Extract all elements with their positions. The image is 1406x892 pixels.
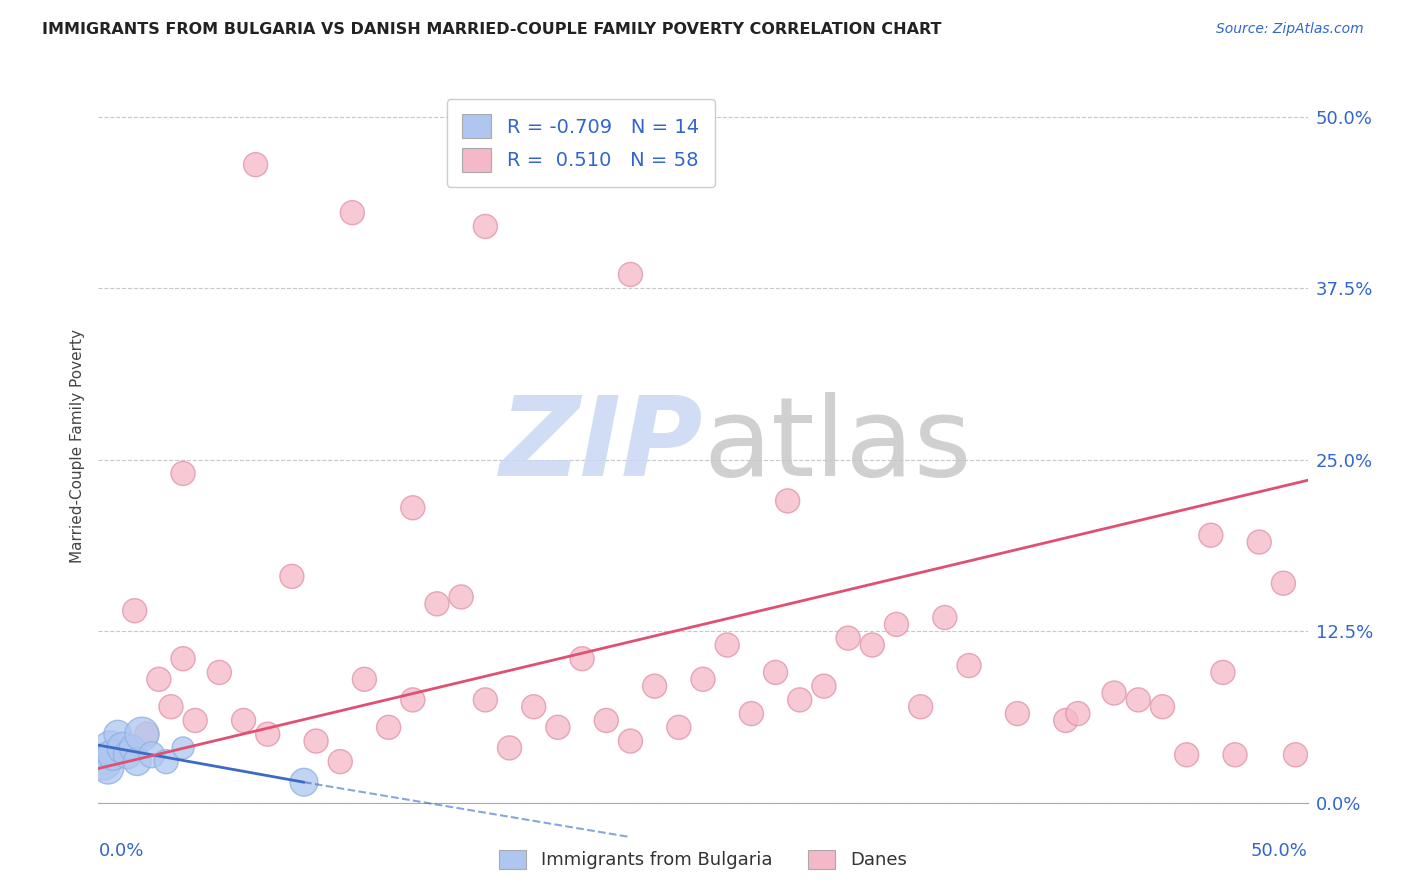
Point <box>1249 535 1271 549</box>
Point <box>1284 747 1306 762</box>
Point <box>1067 706 1090 721</box>
Point <box>124 604 146 618</box>
Point <box>172 651 194 665</box>
Point <box>426 597 449 611</box>
Point <box>107 727 129 741</box>
Point <box>111 740 134 755</box>
Point <box>305 734 328 748</box>
Point <box>232 714 254 728</box>
Point <box>957 658 980 673</box>
Point <box>148 673 170 687</box>
Y-axis label: Married-Couple Family Poverty: Married-Couple Family Poverty <box>69 329 84 563</box>
Point <box>184 714 207 728</box>
Point <box>1199 528 1222 542</box>
Point <box>619 734 641 748</box>
Legend: R = -0.709   N = 14, R =  0.510   N = 58: R = -0.709 N = 14, R = 0.510 N = 58 <box>447 99 714 187</box>
Point <box>813 679 835 693</box>
Point <box>292 775 315 789</box>
Point <box>141 747 163 762</box>
Point <box>1054 714 1077 728</box>
Point <box>692 673 714 687</box>
Point <box>886 617 908 632</box>
Point <box>91 755 114 769</box>
Point <box>1212 665 1234 680</box>
Point <box>837 631 859 645</box>
Point <box>789 693 811 707</box>
Point <box>281 569 304 583</box>
Point <box>1128 693 1150 707</box>
Point <box>342 205 364 219</box>
Point <box>160 699 183 714</box>
Point <box>1007 706 1029 721</box>
Point <box>1223 747 1246 762</box>
Point <box>100 740 122 755</box>
Text: 50.0%: 50.0% <box>1251 842 1308 860</box>
Point <box>172 467 194 481</box>
Point <box>127 755 149 769</box>
Point <box>1102 686 1125 700</box>
Point <box>1272 576 1295 591</box>
Point <box>571 651 593 665</box>
Point <box>1152 699 1174 714</box>
Point <box>716 638 738 652</box>
Point <box>377 720 399 734</box>
Point <box>547 720 569 734</box>
Point <box>155 755 177 769</box>
Point <box>498 740 520 755</box>
Point <box>101 747 124 762</box>
Point <box>765 665 787 680</box>
Point <box>776 494 799 508</box>
Text: IMMIGRANTS FROM BULGARIA VS DANISH MARRIED-COUPLE FAMILY POVERTY CORRELATION CHA: IMMIGRANTS FROM BULGARIA VS DANISH MARRI… <box>42 22 942 37</box>
Point <box>256 727 278 741</box>
Point <box>245 158 267 172</box>
Text: 0.0%: 0.0% <box>98 842 143 860</box>
Point <box>740 706 762 721</box>
Point <box>329 755 352 769</box>
Point <box>619 268 641 282</box>
Point <box>353 673 375 687</box>
Point <box>121 740 143 755</box>
Point <box>474 219 496 234</box>
Point <box>135 727 157 741</box>
Point <box>402 500 425 515</box>
Legend: Immigrants from Bulgaria, Danes: Immigrants from Bulgaria, Danes <box>491 841 915 879</box>
Point <box>1175 747 1198 762</box>
Point <box>474 693 496 707</box>
Point <box>523 699 546 714</box>
Point <box>172 740 194 755</box>
Point <box>644 679 666 693</box>
Point <box>668 720 690 734</box>
Point <box>402 693 425 707</box>
Point <box>208 665 231 680</box>
Text: Source: ZipAtlas.com: Source: ZipAtlas.com <box>1216 22 1364 37</box>
Point <box>450 590 472 604</box>
Point <box>595 714 617 728</box>
Point <box>117 747 139 762</box>
Point <box>860 638 883 652</box>
Point <box>910 699 932 714</box>
Point <box>131 727 153 741</box>
Text: atlas: atlas <box>703 392 972 500</box>
Point <box>934 610 956 624</box>
Point <box>97 762 120 776</box>
Text: ZIP: ZIP <box>499 392 703 500</box>
